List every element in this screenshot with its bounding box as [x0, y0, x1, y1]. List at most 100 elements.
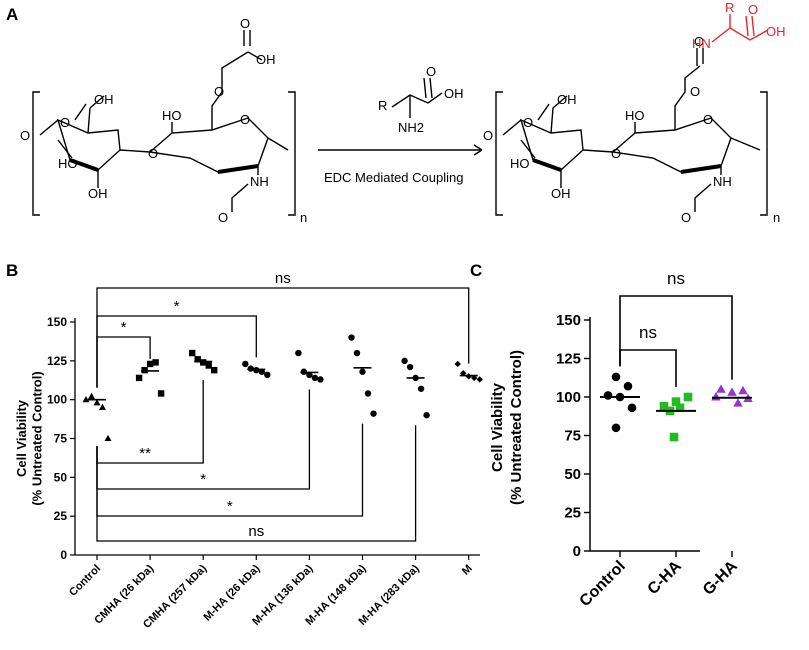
y-tick-label-b: 50: [54, 470, 68, 484]
y-tick-label-b: 25: [54, 509, 68, 523]
data-point-b: [406, 363, 414, 371]
svg-text:O: O: [748, 2, 758, 17]
y-tick-label-c: 150: [556, 312, 581, 329]
right-bracket-close: [760, 91, 768, 216]
data-point-b: [317, 376, 324, 383]
data-point-b: [359, 368, 366, 375]
significance-label-c: ns: [639, 323, 657, 342]
x-category-label-c: C-HA: [645, 557, 686, 598]
y-tick-label-c: 50: [564, 466, 581, 483]
svg-text:OH: OH: [551, 186, 571, 201]
data-point-b: [104, 434, 112, 442]
y-tick-label-b: 0: [60, 548, 67, 562]
svg-text:OH: OH: [766, 24, 786, 39]
x-category-label-b: M-HA (26 kDa): [201, 562, 262, 623]
data-point-b: [194, 356, 201, 363]
svg-text:n: n: [773, 210, 780, 225]
data-point-b: [152, 359, 159, 366]
reagent-r: R: [378, 98, 387, 113]
data-point-b: [423, 412, 430, 419]
data-point-c: [711, 392, 721, 401]
reaction-scheme: [32, 14, 769, 216]
svg-text:O: O: [240, 112, 250, 127]
svg-text:HO: HO: [625, 108, 645, 123]
data-point-b: [311, 374, 319, 382]
reagent-o: O: [426, 64, 436, 79]
reagent-oh: OH: [444, 86, 464, 101]
right-bracket-open: [495, 91, 503, 216]
arrow-label: EDC Mediated Coupling: [324, 170, 463, 185]
reagent-nh2: NH2: [398, 120, 424, 135]
panel-c-letter: C: [470, 261, 482, 280]
scheme-labels: OH O HO OH O O HO OH O O O NH O n R O OH…: [20, 0, 786, 225]
data-point-c: [675, 403, 685, 413]
y-tick-label-c: 0: [573, 543, 581, 560]
data-point-c: [623, 381, 633, 391]
significance-label-b: *: [200, 471, 206, 488]
data-point-b: [157, 390, 165, 397]
svg-text:OH: OH: [557, 92, 577, 107]
y-tick-label-c: 125: [556, 351, 581, 368]
data-point-c: [611, 372, 621, 382]
glucuronic-ring-right: [502, 95, 614, 188]
data-point-b: [135, 374, 143, 382]
panel-b-letter: B: [6, 261, 18, 280]
svg-text:R: R: [725, 0, 734, 15]
svg-text:O: O: [703, 112, 713, 127]
comparison-bracket-b: [96, 425, 417, 542]
panel-a-letter: A: [6, 5, 18, 24]
data-point-b: [93, 399, 101, 406]
y-tick-label-b: 100: [47, 393, 67, 407]
svg-text:HN: HN: [692, 36, 711, 51]
data-point-b: [264, 371, 271, 379]
data-point-b: [205, 362, 212, 369]
svg-text:n: n: [300, 210, 307, 225]
svg-text:O: O: [218, 210, 228, 225]
data-point-c: [611, 423, 621, 433]
x-category-label-b: Control: [67, 563, 103, 599]
glucuronic-ring-left: [39, 95, 151, 188]
y-axis-label-b: Cell Viability(% Untreated Control): [14, 371, 45, 505]
comparison-bracket-c: [619, 349, 677, 387]
svg-text:HO: HO: [510, 156, 530, 171]
data-point-b: [211, 366, 218, 374]
data-point-c: [738, 385, 748, 395]
svg-text:NH: NH: [250, 174, 269, 189]
data-point-c: [683, 392, 693, 402]
data-point-c: [603, 391, 613, 400]
x-category-label-b: M: [460, 563, 475, 578]
y-tick-label-c: 25: [564, 505, 581, 522]
data-point-b: [417, 385, 425, 392]
glucosamine-ring-right: [611, 48, 761, 212]
svg-text:O: O: [60, 115, 70, 130]
data-point-b: [348, 334, 355, 341]
svg-text:O: O: [681, 210, 691, 225]
svg-text:HO: HO: [162, 108, 182, 123]
left-bracket-open: [32, 91, 40, 216]
svg-text:OH: OH: [256, 52, 276, 67]
data-point-c: [716, 384, 726, 393]
y-tick-label-b: 150: [47, 315, 67, 329]
significance-label-b: *: [227, 498, 233, 515]
svg-text:O: O: [611, 146, 621, 161]
coupled-amino-acid: [711, 14, 769, 43]
significance-label-b: **: [139, 445, 151, 462]
data-point-b: [364, 390, 372, 397]
data-point-c: [659, 401, 669, 411]
x-category-label-c: Control: [577, 558, 629, 610]
data-point-c: [733, 398, 743, 407]
y-axis-label-c: Cell Viability (% Untreated Control): [489, 350, 525, 505]
comparison-bracket-b: [96, 287, 470, 388]
data-point-b: [189, 349, 196, 357]
data-point-c: [727, 387, 737, 396]
svg-text:O: O: [148, 146, 158, 161]
data-point-b: [454, 360, 461, 368]
svg-text:O: O: [240, 16, 250, 31]
data-point-b: [476, 376, 483, 383]
data-point-c: [669, 432, 679, 442]
svg-text:OH: OH: [94, 92, 114, 107]
svg-text:O: O: [214, 84, 224, 99]
svg-text:OH: OH: [88, 186, 108, 201]
reaction-arrowhead: [473, 144, 483, 156]
